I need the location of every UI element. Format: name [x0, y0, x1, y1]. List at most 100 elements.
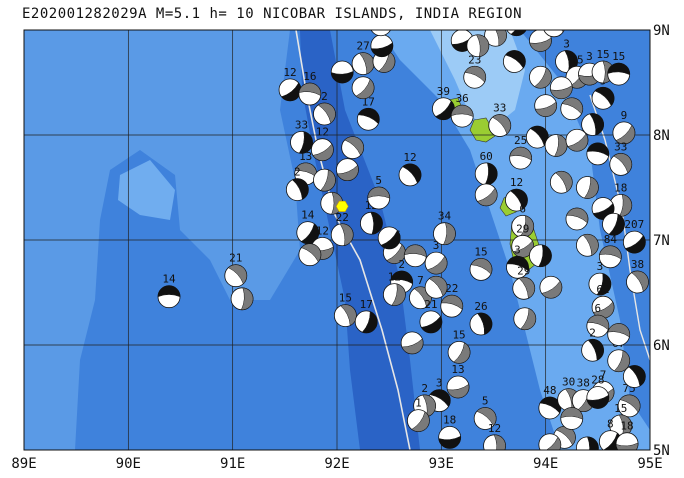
beachball-compression	[402, 163, 422, 184]
focal-mechanism: 6	[511, 202, 535, 238]
mechanism-depth-label: 12	[510, 176, 523, 189]
beachball-compression	[240, 287, 254, 311]
mechanism-depth-label: 29	[517, 264, 530, 277]
mechanism-depth-label: 18	[620, 420, 633, 433]
beachball-compression	[411, 411, 430, 432]
mechanism-depth-label: 14	[162, 273, 176, 286]
beachball-compression	[510, 30, 527, 36]
beachball-compression	[359, 52, 375, 75]
beachball-compression	[561, 30, 565, 33]
beachball-compression	[470, 258, 493, 275]
beachball-compression	[615, 442, 639, 450]
mechanism-depth-label: 13	[451, 363, 464, 376]
focal-mechanism: 5	[367, 174, 391, 210]
focal-mechanism: 13	[294, 150, 318, 186]
beachball-compression	[298, 82, 322, 96]
x-tick-label: 95E	[637, 456, 662, 472]
mechanism-depth-label: 3	[433, 239, 440, 252]
focal-mechanism: 75	[617, 382, 641, 418]
beachball-compression	[453, 342, 471, 364]
focal-mechanism: 19	[484, 30, 507, 47]
beachball-compression	[619, 394, 641, 413]
beachball-compression	[344, 136, 364, 156]
beachball-compression	[447, 383, 470, 399]
beachball-compression	[538, 244, 552, 267]
mechanism-depth-label: 39	[437, 85, 450, 98]
mechanism-depth-label: 3	[514, 243, 521, 256]
mechanism-depth-label: 8	[607, 418, 614, 431]
mechanism-depth-label: 48	[543, 384, 556, 397]
focal-mechanism	[466, 34, 490, 58]
map-title: E202001282029A M=5.1 h= 10 NICOBAR ISLAN…	[22, 6, 523, 22]
focal-mechanism: 18	[615, 420, 639, 450]
beachball-compression	[380, 230, 401, 250]
mechanism-depth-label: 6	[519, 202, 526, 215]
focal-mechanism: 84	[598, 233, 622, 269]
mechanism-depth-label: 5	[375, 174, 382, 187]
focal-mechanism: 15	[607, 50, 631, 86]
beachball-compression	[550, 85, 573, 99]
beachball-compression	[506, 256, 529, 272]
mechanism-depth-label: 25	[514, 134, 527, 147]
beachball-compression	[608, 213, 625, 236]
beachball-compression	[561, 97, 583, 115]
focal-mechanism: 207	[622, 218, 646, 254]
mechanism-depth-label: 22	[336, 211, 349, 224]
focal-mechanism	[330, 60, 354, 84]
focal-mechanism	[607, 323, 631, 346]
focal-mechanism: 21	[419, 298, 443, 334]
beachball-compression	[518, 277, 535, 299]
beachball-compression	[625, 235, 646, 254]
mechanism-depth-label: 15	[570, 53, 583, 66]
beachball-compression	[615, 124, 636, 145]
mechanism-depth-label: 60	[480, 150, 493, 163]
y-axis-ticks: 9N 8N 7N 6N 5N	[653, 23, 670, 459]
beachball-compression	[390, 270, 413, 285]
beachball-compression	[428, 276, 448, 297]
y-tick-label: 6N	[653, 338, 670, 354]
beachball-compression	[355, 78, 375, 99]
beachball-compression	[450, 104, 474, 117]
focal-mechanism: 34	[433, 210, 456, 246]
mechanism-depth-label: 33	[295, 118, 308, 131]
mechanism-depth-label: 18	[443, 413, 456, 426]
mechanism-depth-label: 13	[510, 1, 523, 14]
focal-mechanism: 33	[290, 118, 313, 154]
beachball-compression	[370, 211, 383, 235]
focal-mechanism	[576, 176, 599, 199]
beachball-compression	[545, 436, 562, 450]
focal-mechanism: 2	[313, 90, 336, 126]
beachball-compression	[596, 273, 612, 296]
island-nicobar-north	[469, 117, 499, 143]
focal-mechanism: 12	[398, 151, 422, 187]
focal-mechanism: 48	[538, 384, 562, 420]
focal-mechanism: 33	[488, 102, 512, 137]
beachball-compression	[613, 350, 630, 372]
epicenter-marker	[335, 200, 349, 212]
mechanism-depth-label: 28	[591, 374, 604, 387]
beachball-compression	[443, 222, 456, 245]
focal-mechanism	[581, 113, 605, 136]
beachball-compression	[567, 133, 589, 152]
beachball-compression	[587, 436, 599, 450]
beachball-compression	[464, 66, 486, 83]
beachball-compression	[438, 435, 461, 449]
beachball-compression	[534, 67, 552, 89]
beachball-compression	[607, 323, 630, 338]
mechanism-depth-label: 22	[445, 282, 458, 295]
x-tick-label: 89E	[11, 456, 36, 472]
focal-mechanism	[336, 158, 359, 182]
mechanism-depth-label: 3	[436, 377, 443, 390]
focal-mechanism: 39	[432, 85, 455, 121]
focal-mechanism: 22	[440, 282, 464, 318]
focal-mechanism	[560, 97, 584, 121]
beachball-compression	[378, 51, 396, 73]
beachball-compression	[495, 30, 507, 47]
beachball-compression	[476, 187, 498, 207]
map-frame	[23, 29, 651, 451]
beachball-compression	[312, 143, 334, 161]
focal-mechanism: 14	[157, 273, 181, 309]
mechanism-depth-label: 2	[321, 90, 328, 103]
beachball-outline	[543, 30, 565, 38]
